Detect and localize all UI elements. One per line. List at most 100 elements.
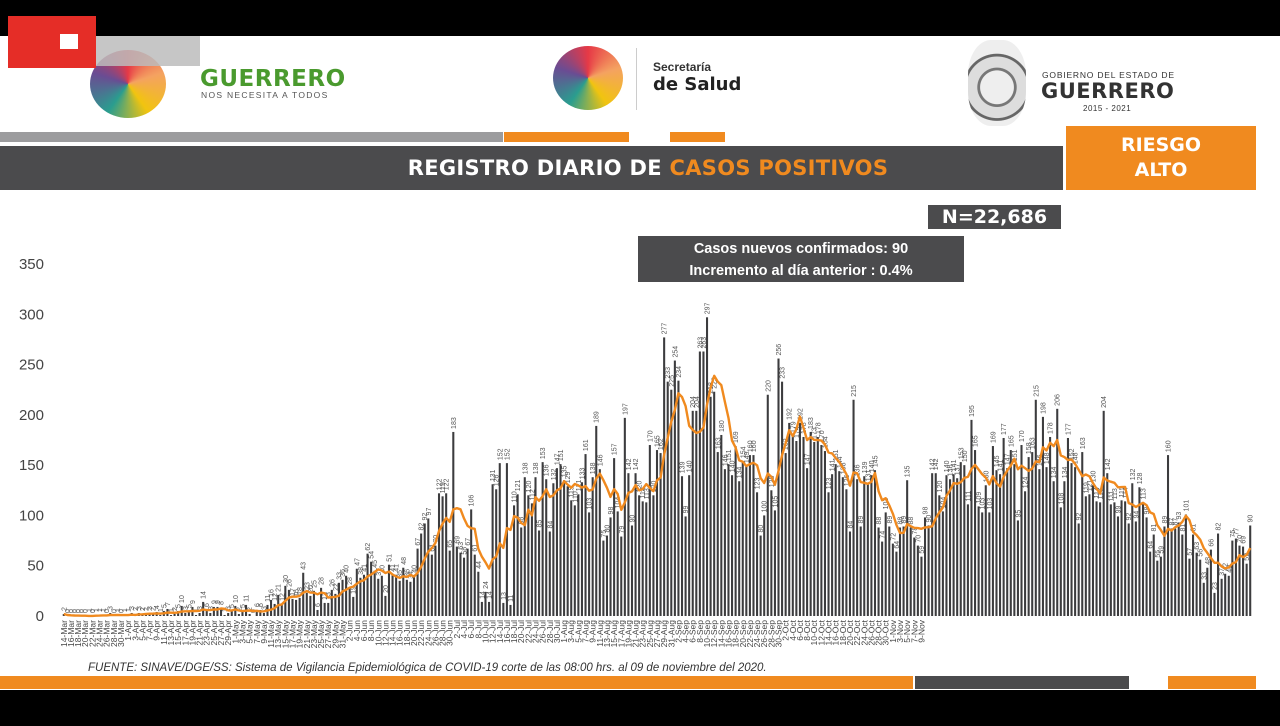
data-label: 154 [740,446,747,458]
data-label: 139 [862,461,869,473]
bar [788,422,791,616]
data-label: 6 [254,603,261,607]
bar [791,435,794,616]
bar [387,564,391,616]
risk-line2: ALTO [1134,159,1188,181]
bar [1027,457,1030,616]
data-label: 48 [401,557,408,565]
bar [834,464,837,616]
data-label: 3 [147,606,154,610]
x-tick-label: 17-Aug [616,620,626,648]
bar [981,512,984,616]
x-tick-label: 11-Apr [159,620,169,645]
footer-orange-stripe-right [1168,676,1256,689]
bar [1174,528,1177,616]
data-label: 162 [658,438,665,450]
x-tick-label: 8-Jun [366,620,376,642]
bar [248,613,251,616]
x-tick-label: 2-Jun [345,620,355,642]
data-label: 263 [697,337,704,349]
bar [563,480,566,616]
x-tick-label: 18-Mar [73,620,83,647]
data-label: 120 [526,481,533,493]
bar [1124,501,1127,616]
salud-logo-line1: Secretaría [653,60,712,74]
bar [159,614,162,616]
bar [445,493,448,616]
y-tick-label: 50 [27,558,44,575]
data-label: 165 [973,435,980,447]
bar [623,417,626,616]
bar [1177,522,1180,616]
data-label: 138 [590,462,597,474]
bar [663,337,666,616]
x-tick-label: 20-Oct [845,619,855,645]
x-tick-label: 24-Jun [423,620,433,646]
x-tick-label: 5-May [245,619,255,643]
x-tick-label: 13-May [273,619,283,648]
bar [1120,500,1123,616]
bar [398,580,401,616]
data-label: 130 [983,470,990,482]
bar [695,410,698,616]
data-label: 11 [508,595,515,602]
bar [1224,573,1227,616]
y-tick-label: 350 [19,256,44,273]
data-label: 13 [501,592,508,600]
bar [795,441,798,616]
bar [1056,408,1059,616]
data-label: 132 [551,468,558,480]
x-tick-label: 17-Apr [180,620,190,646]
x-tick-label: 28-Jun [438,620,448,646]
bar [731,475,734,616]
data-label: 142 [633,458,640,470]
moving-average-line [63,374,1252,618]
state-seal-icon [968,40,1026,126]
data-label: 37 [376,568,383,576]
data-label: 149 [744,451,751,463]
data-label: 82 [419,523,426,531]
bar [241,610,244,616]
bar [270,599,273,616]
x-tick-label: 29-Apr [223,620,233,646]
bar [498,463,501,616]
bar [1249,525,1252,616]
data-label: 105 [772,496,779,508]
bar [316,609,319,616]
data-label: 88 [519,517,526,525]
bar [613,458,616,616]
data-label: 12 [279,593,286,601]
data-label: 150 [962,450,969,462]
x-tick-label: 16-Sep [723,620,733,648]
x-tick-label: 14-Jun [388,620,398,646]
bar [991,446,994,616]
data-label: 206 [1055,394,1062,406]
bar [670,389,673,616]
x-tick-label: 24-Jul [530,620,540,643]
data-label: 114 [640,487,647,498]
bar [1084,496,1087,616]
data-label: 215 [851,385,858,397]
bar [230,610,233,616]
bar [620,536,623,616]
data-label: 78 [912,527,919,535]
data-label: 169 [733,431,740,443]
data-label: 180 [719,420,726,432]
bar [856,479,859,616]
bar [777,358,780,616]
data-label: 103 [987,498,994,510]
bar [723,469,726,616]
bar [734,446,737,616]
data-label: 44 [476,561,483,569]
data-label: 40 [379,565,386,573]
bar [648,445,651,616]
data-label: 26 [329,579,336,587]
x-tick-label: 29-May [330,619,340,648]
data-label: 72 [890,533,897,541]
bar [527,495,530,616]
x-tick-label: 30-Jun [445,620,455,646]
bar [938,495,941,616]
data-label: 88 [908,517,915,525]
bar [702,351,705,616]
bar [638,495,641,616]
